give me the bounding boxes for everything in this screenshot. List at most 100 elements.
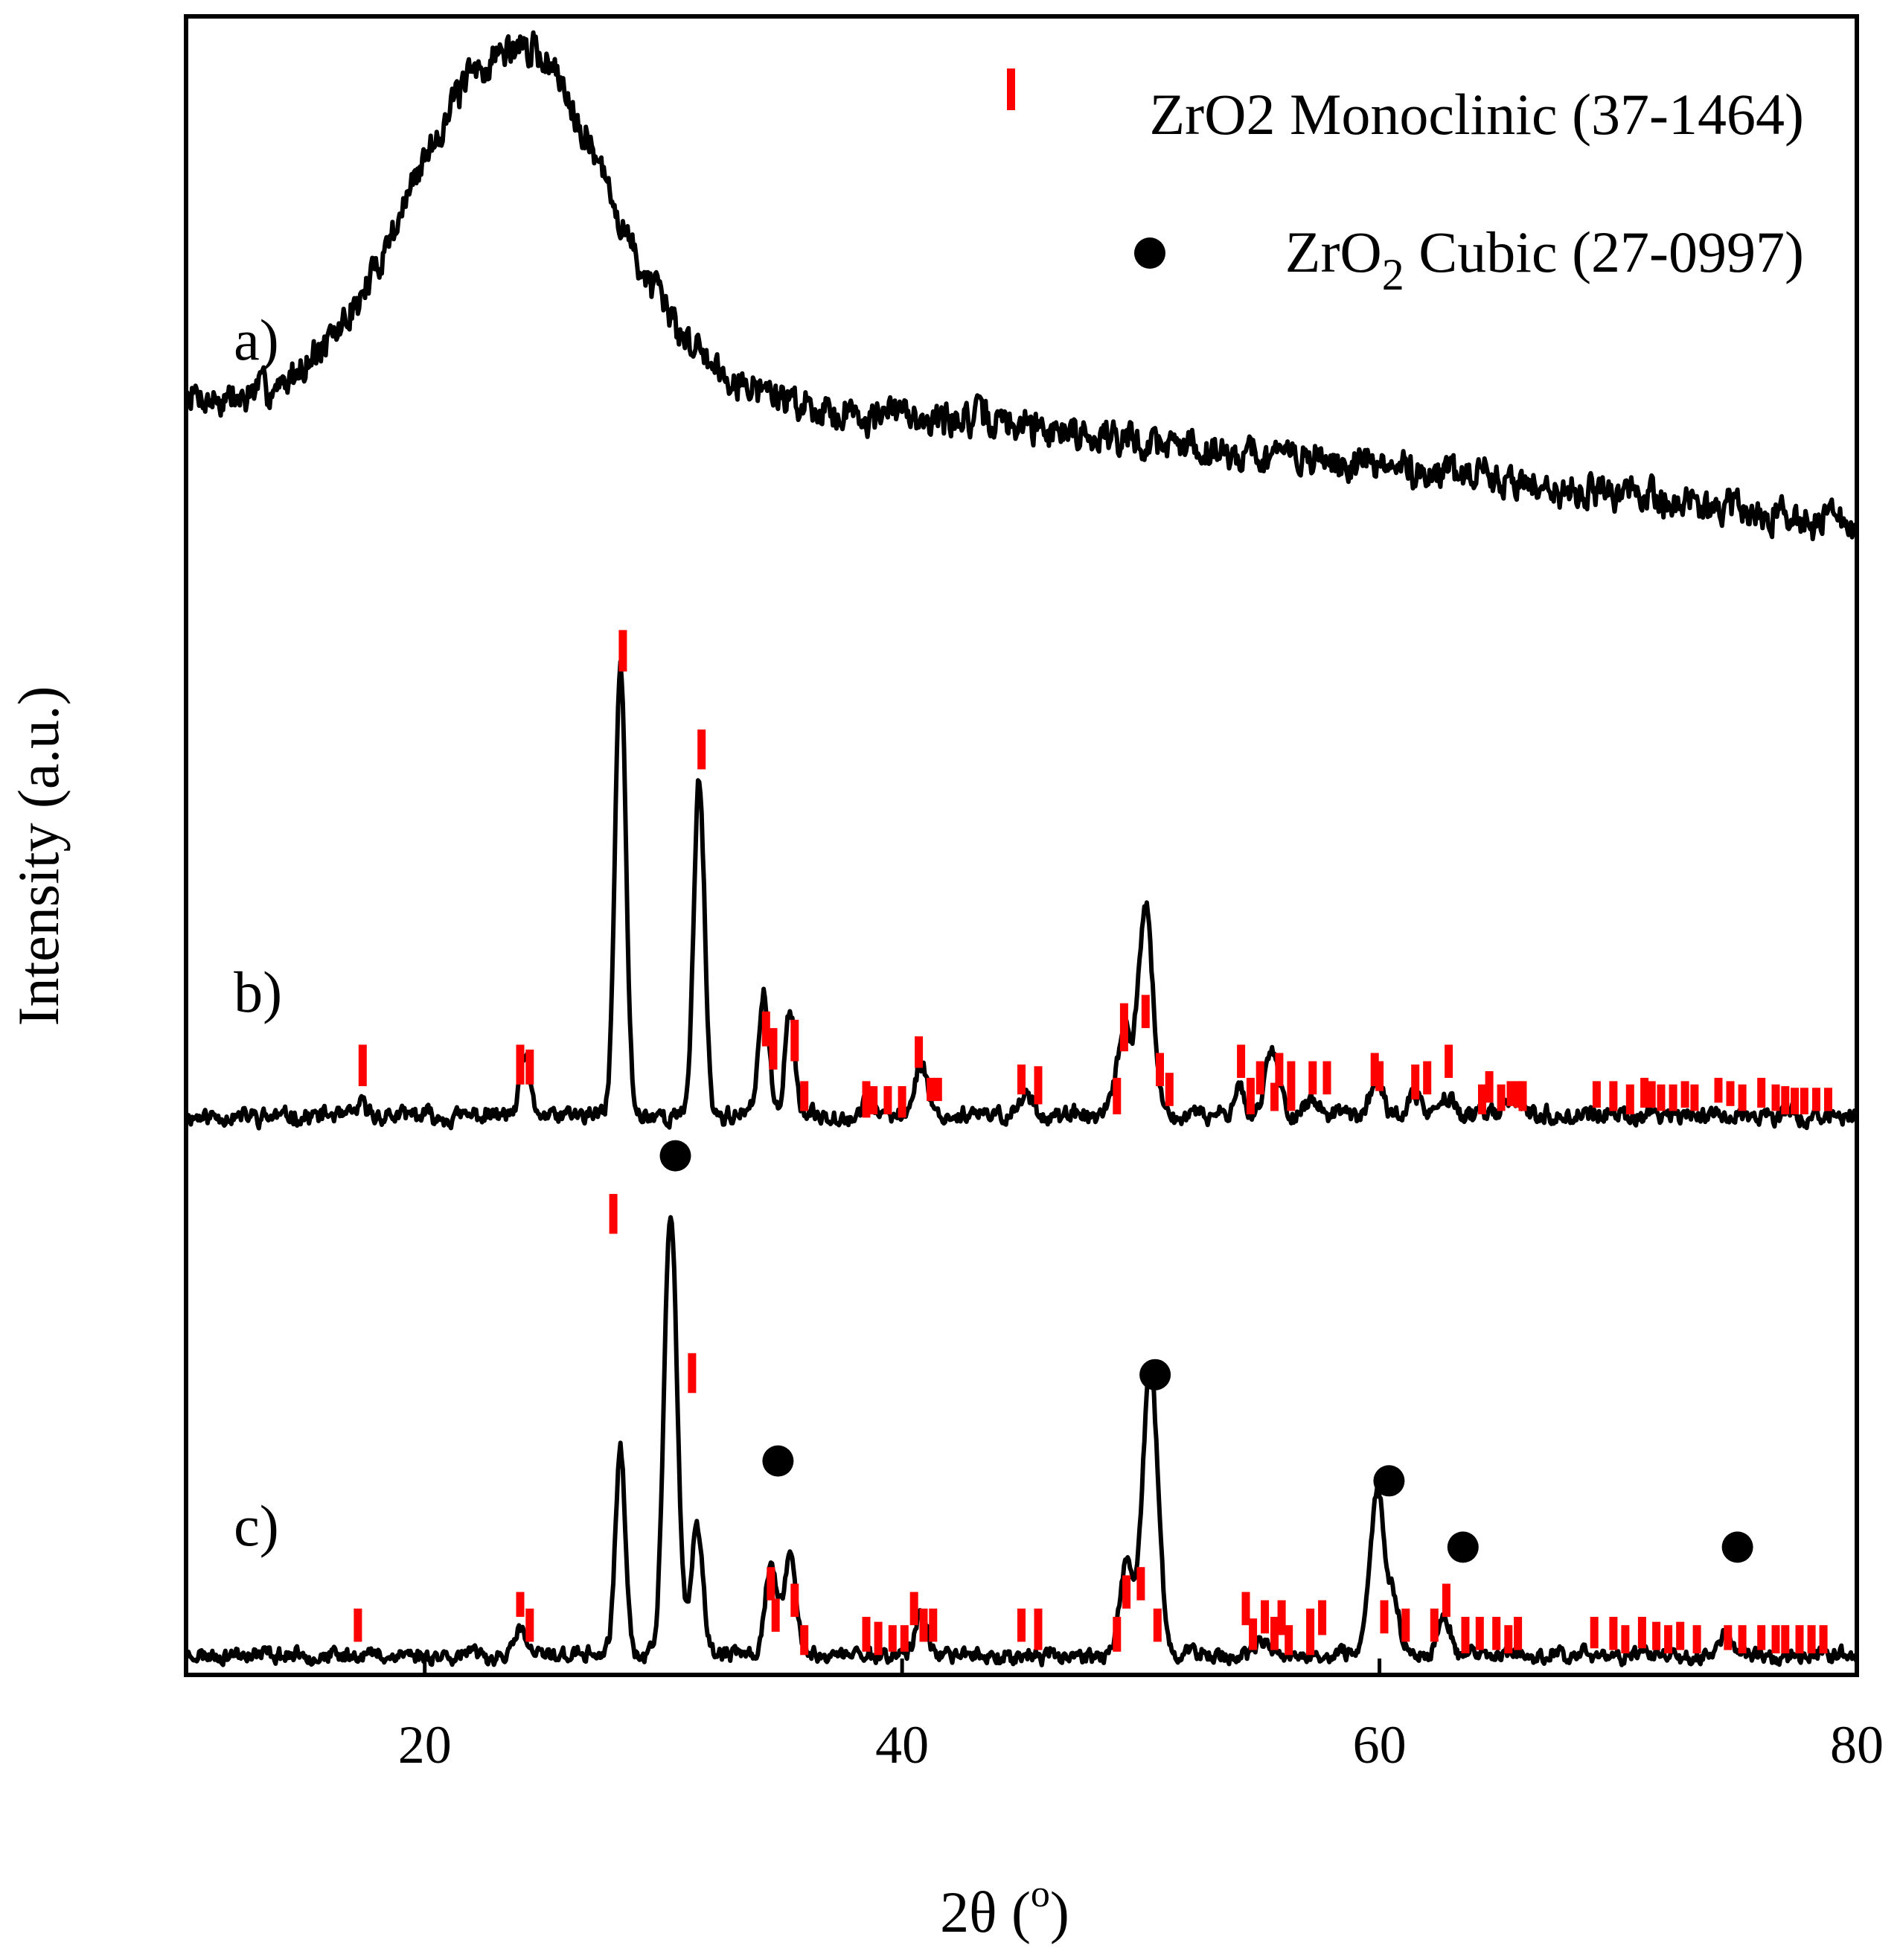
monoclinic-ref-tick [1819, 1625, 1828, 1654]
monoclinic-ref-tick [898, 1086, 906, 1118]
monoclinic-ref-tick [862, 1081, 871, 1118]
legend-monoclinic-label: ZrO2 Monoclinic (37-1464) [1150, 82, 1804, 147]
monoclinic-ref-tick [1637, 1617, 1646, 1649]
monoclinic-ref-tick [1738, 1084, 1747, 1111]
cubic-reference-marks [659, 1140, 1753, 1563]
monoclinic-ref-tick [1492, 1617, 1501, 1650]
x-axis-ticks: 20 40 60 80 [398, 1659, 1884, 1775]
monoclinic-ref-tick [1781, 1625, 1790, 1654]
monoclinic-ref-tick [1461, 1617, 1470, 1653]
monoclinic-ref-tick [1017, 1608, 1026, 1642]
monoclinic-ref-tick [1807, 1625, 1816, 1654]
monoclinic-ref-tick [1034, 1066, 1043, 1105]
monoclinic-ref-tick [929, 1608, 938, 1642]
series-label: c) [234, 1493, 279, 1558]
monoclinic-ref-tick [1657, 1084, 1666, 1111]
monoclinic-ref-tick [1800, 1088, 1808, 1114]
monoclinic-ref-tick [1590, 1617, 1599, 1649]
monoclinic-ref-tick [1652, 1621, 1661, 1650]
monoclinic-ref-tick [1669, 1084, 1677, 1111]
monoclinic-ref-tick [1306, 1608, 1315, 1656]
monoclinic-ref-tick [1724, 1625, 1733, 1650]
pattern-series [184, 30, 1859, 1667]
monoclinic-ref-tick [1370, 1053, 1379, 1087]
monoclinic-ref-tick [1714, 1077, 1723, 1103]
series-label: a) [234, 307, 279, 372]
monoclinic-ref-tick [1647, 1081, 1656, 1108]
monoclinic-ref-tick [800, 1081, 809, 1111]
monoclinic-ref-tick [1692, 1625, 1701, 1654]
monoclinic-ref-tick [800, 1625, 809, 1656]
cubic-ref-dot [1721, 1531, 1753, 1563]
pattern-line-2 [184, 659, 1859, 1131]
monoclinic-ref-tick [1287, 1061, 1296, 1111]
pattern-line-3 [184, 1215, 1859, 1667]
monoclinic-ref-tick [1680, 1081, 1689, 1108]
monoclinic-ref-tick [1261, 1600, 1270, 1634]
plot-frame [184, 14, 1859, 1677]
monoclinic-ref-tick [1136, 1567, 1145, 1600]
monoclinic-ref-tick [354, 1608, 362, 1642]
x-tick-label: 20 [398, 1715, 452, 1775]
monoclinic-ref-tick [1676, 1621, 1685, 1650]
monoclinic-ref-tick [862, 1617, 871, 1652]
monoclinic-ref-tick [1504, 1625, 1513, 1654]
monoclinic-ref-tick [688, 1353, 697, 1394]
monoclinic-ref-tick [1119, 1003, 1128, 1052]
monoclinic-ref-tick [1423, 1061, 1432, 1095]
monoclinic-ref-tick [1771, 1625, 1780, 1654]
monoclinic-ref-tick [1445, 1044, 1453, 1078]
monoclinic-ref-tick [525, 1050, 534, 1085]
monoclinic-ref-tick [697, 730, 706, 770]
cubic-ref-dot [1447, 1531, 1479, 1563]
monoclinic-reference-marks [354, 630, 1832, 1656]
monoclinic-ref-tick [1497, 1084, 1506, 1111]
monoclinic-ref-tick [1411, 1064, 1420, 1099]
monoclinic-ref-tick [1609, 1617, 1618, 1650]
monoclinic-ref-tick [1625, 1084, 1634, 1114]
monoclinic-ref-tick [1609, 1081, 1618, 1111]
monoclinic-ref-tick [1156, 1053, 1164, 1087]
monoclinic-ref-tick [1824, 1088, 1832, 1111]
monoclinic-ref-tick [1122, 1575, 1131, 1609]
monoclinic-ref-tick [1270, 1082, 1279, 1111]
monoclinic-ref-tick [1380, 1600, 1389, 1634]
monoclinic-ref-tick [1757, 1625, 1766, 1650]
monoclinic-ref-tick [909, 1592, 918, 1626]
monoclinic-ref-tick [1017, 1064, 1026, 1095]
monoclinic-ref-tick [1592, 1081, 1601, 1108]
monoclinic-ref-tick [1249, 1618, 1258, 1650]
monoclinic-ref-tick [1640, 1077, 1649, 1108]
monoclinic-ref-tick [790, 1019, 799, 1062]
legend: ZrO2 Monoclinic (37-1464) ZrO2 Cubic (27… [1007, 68, 1804, 299]
monoclinic-ref-tick [1664, 1625, 1673, 1654]
monoclinic-ref-tick [1442, 1583, 1450, 1618]
x-tick-label: 40 [875, 1715, 929, 1775]
monoclinic-ref-tick [874, 1621, 883, 1656]
monoclinic-ref-tick [1275, 1053, 1284, 1087]
legend-monoclinic-marker [1007, 68, 1015, 110]
monoclinic-ref-tick [1726, 1081, 1735, 1106]
monoclinic-ref-tick [1795, 1625, 1804, 1654]
cubic-ref-dot [659, 1140, 691, 1172]
cubic-ref-dot [762, 1445, 794, 1477]
monoclinic-ref-tick [516, 1592, 525, 1617]
monoclinic-ref-tick [525, 1608, 534, 1642]
monoclinic-ref-tick [618, 630, 627, 672]
monoclinic-ref-tick [1285, 1625, 1293, 1656]
monoclinic-ref-tick [1034, 1608, 1043, 1650]
monoclinic-ref-tick [516, 1044, 525, 1085]
monoclinic-ref-tick [1506, 1081, 1515, 1106]
monoclinic-ref-tick [1738, 1625, 1747, 1654]
monoclinic-ref-tick [1690, 1084, 1699, 1111]
monoclinic-ref-tick [1270, 1617, 1279, 1650]
legend-cubic-marker [1134, 237, 1165, 269]
monoclinic-ref-tick [358, 1044, 367, 1087]
series-labels: a) b) c) [234, 307, 282, 1558]
monoclinic-ref-tick [1246, 1077, 1255, 1114]
monoclinic-ref-tick [609, 1193, 618, 1234]
monoclinic-ref-tick [1277, 1600, 1286, 1635]
monoclinic-ref-tick [771, 1598, 780, 1632]
monoclinic-ref-tick [1475, 1617, 1484, 1650]
